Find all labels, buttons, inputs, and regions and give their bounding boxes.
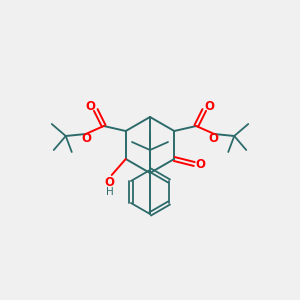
Text: O: O (195, 158, 205, 170)
Text: H: H (106, 187, 114, 197)
Text: O: O (82, 133, 92, 146)
Text: O: O (208, 133, 218, 146)
Text: O: O (204, 100, 214, 112)
Text: O: O (105, 176, 115, 190)
Text: O: O (86, 100, 96, 112)
